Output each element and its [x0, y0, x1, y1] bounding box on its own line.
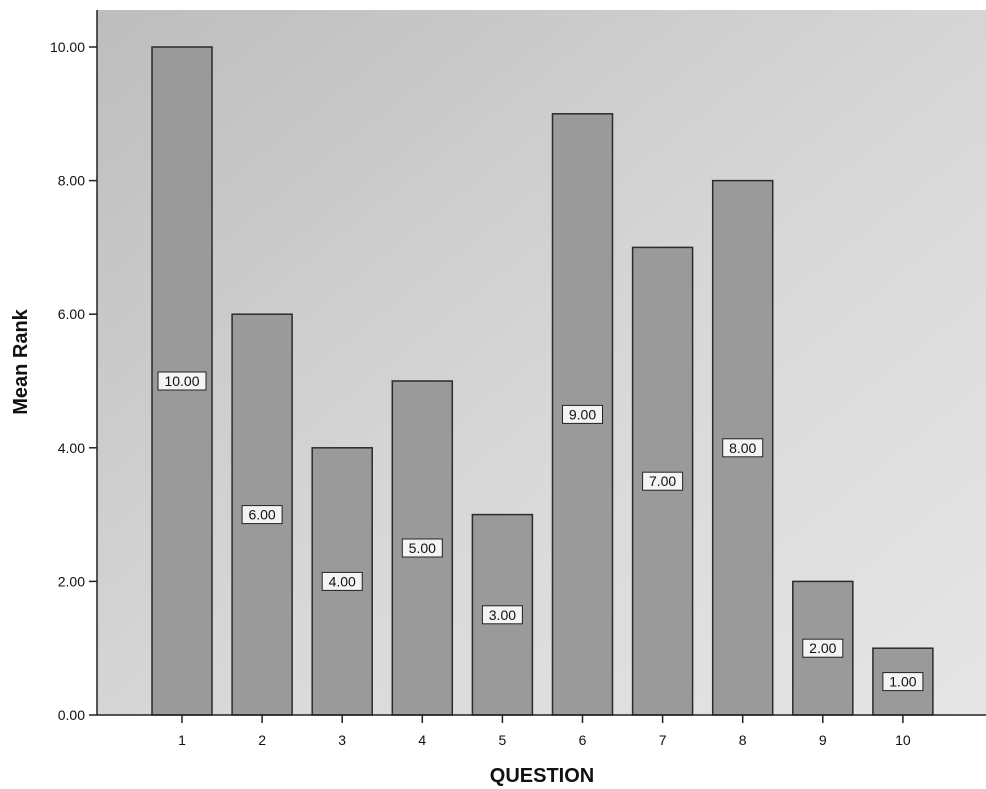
data-label-box [401, 538, 443, 558]
x-tick-label: 5 [499, 732, 507, 748]
data-label-box [802, 638, 844, 658]
x-tick-label: 9 [819, 732, 827, 748]
x-tick-label: 2 [258, 732, 266, 748]
data-label-text: 6.00 [248, 507, 275, 523]
data-label-text: 7.00 [649, 473, 676, 489]
x-tick-label: 10 [895, 732, 911, 748]
data-label-4: 5.00 [401, 538, 443, 558]
data-label-text: 3.00 [489, 607, 516, 623]
data-label-box [642, 471, 684, 491]
data-label-text: 2.00 [809, 640, 836, 656]
x-tick-label: 3 [338, 732, 346, 748]
data-label-text: 10.00 [164, 373, 199, 389]
x-tick-label: 4 [418, 732, 426, 748]
x-tick-label: 8 [739, 732, 747, 748]
data-label-text: 5.00 [409, 540, 436, 556]
y-tick-label: 6.00 [58, 306, 85, 322]
data-label-text: 4.00 [329, 573, 356, 589]
y-tick-label: 10.00 [50, 39, 85, 55]
x-tick-label: 1 [178, 732, 186, 748]
x-tick-label: 6 [579, 732, 587, 748]
data-label-3: 4.00 [321, 571, 363, 591]
data-label-text: 1.00 [889, 674, 916, 690]
data-label-2: 6.00 [241, 505, 283, 525]
data-label-5: 3.00 [481, 605, 523, 625]
y-tick-label: 4.00 [58, 440, 85, 456]
data-label-box [241, 505, 283, 525]
data-label-box [481, 605, 523, 625]
data-labels: 10.00 6.00 4.00 5.00 3.00 9.00 7.00 8.00 2.00 1.0… [157, 371, 924, 692]
data-label-6: 9.00 [562, 404, 603, 424]
data-label-text: 8.00 [729, 440, 756, 456]
x-tick-label: 7 [659, 732, 667, 748]
data-label-9: 2.00 [802, 638, 844, 658]
data-label-text: 9.00 [569, 406, 596, 422]
data-label-10: 1.00 [882, 672, 924, 692]
axes: 0.00 2.00 4.00 6.00 8.00 10.00 1 2 3 4 5 6 7 8 9 10 [50, 10, 986, 748]
y-tick-label: 0.00 [58, 707, 85, 723]
y-tick-label: 8.00 [58, 173, 85, 189]
y-axis-title: Mean Rank [10, 308, 32, 414]
data-label-8: 8.00 [722, 438, 764, 458]
data-label-1: 10.00 [157, 371, 207, 391]
y-tick-label: 2.00 [58, 573, 85, 589]
data-label-box [562, 404, 603, 424]
data-label-7: 7.00 [642, 471, 684, 491]
data-label-box [157, 371, 207, 391]
data-label-box [321, 571, 363, 591]
data-label-box [882, 672, 924, 692]
x-axis-title: QUESTION [490, 765, 594, 787]
data-label-box [722, 438, 764, 458]
